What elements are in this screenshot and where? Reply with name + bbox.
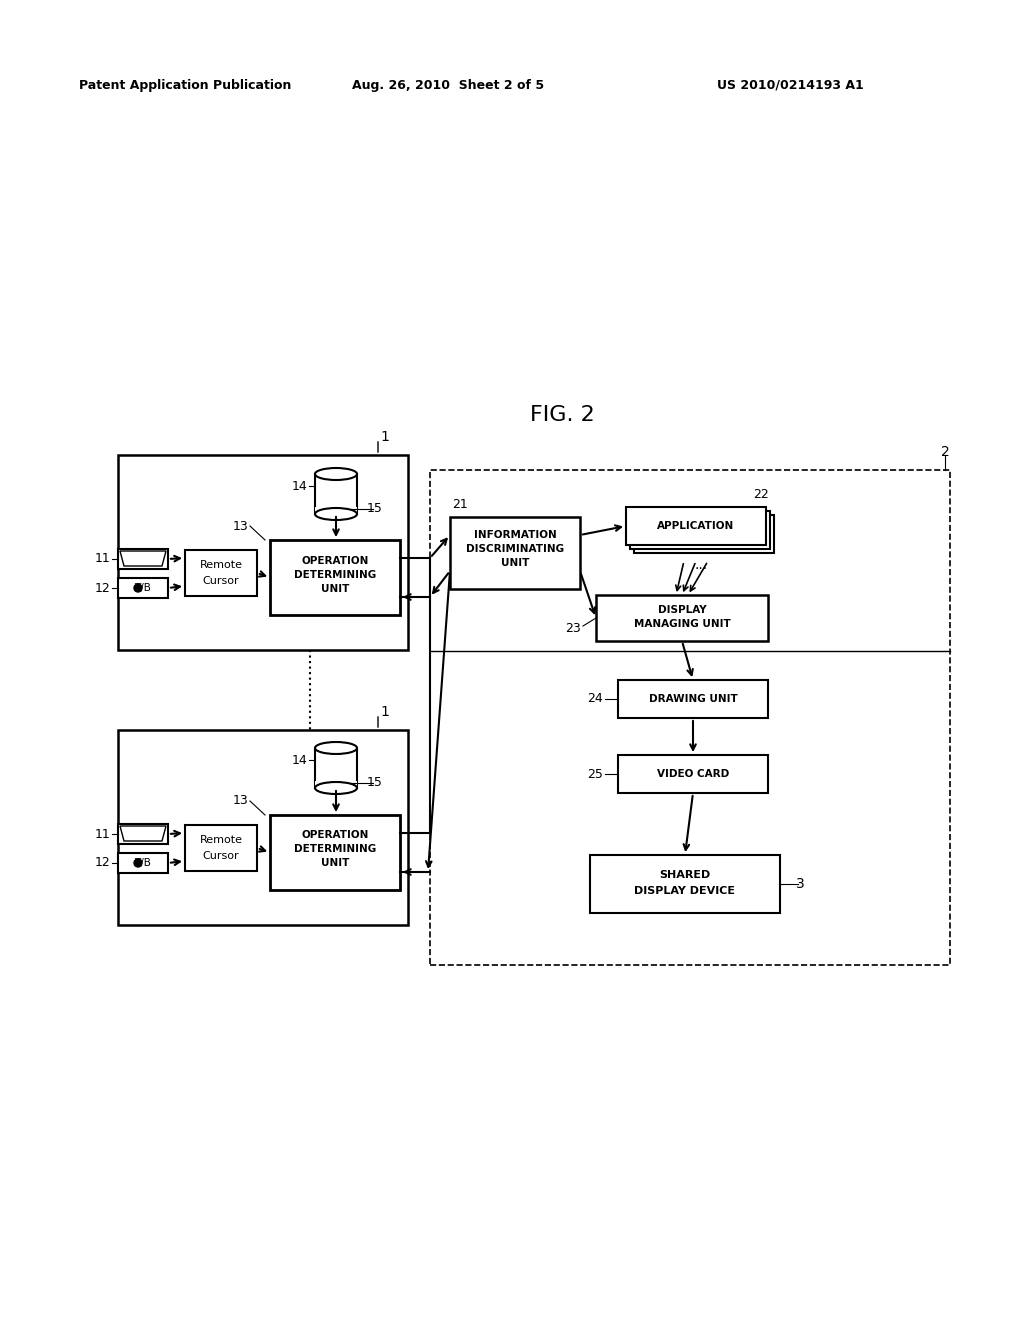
Bar: [118, 824, 168, 843]
Bar: [596, 595, 768, 642]
Text: UNIT: UNIT: [501, 558, 529, 568]
Bar: [630, 511, 770, 549]
Bar: [118, 853, 168, 873]
Bar: [185, 825, 257, 871]
Text: OPERATION: OPERATION: [301, 830, 369, 841]
Bar: [118, 549, 168, 569]
Text: INFORMATION: INFORMATION: [474, 531, 556, 540]
Text: DETERMINING: DETERMINING: [294, 845, 376, 854]
Text: 13: 13: [232, 795, 248, 808]
Text: 21: 21: [453, 499, 468, 511]
Circle shape: [134, 583, 142, 591]
Text: VIDEO CARD: VIDEO CARD: [656, 770, 729, 779]
Text: 13: 13: [232, 520, 248, 532]
Text: 2: 2: [941, 445, 949, 459]
Text: 11: 11: [94, 553, 110, 565]
Text: UNIT: UNIT: [321, 858, 349, 869]
Bar: [270, 814, 400, 890]
Ellipse shape: [315, 781, 357, 795]
Text: 15: 15: [367, 776, 383, 789]
Bar: [634, 515, 774, 553]
Bar: [430, 470, 950, 965]
Bar: [315, 507, 357, 513]
Polygon shape: [120, 550, 166, 566]
Text: 11: 11: [94, 828, 110, 841]
Text: DISPLAY DEVICE: DISPLAY DEVICE: [635, 886, 735, 896]
Text: DISPLAY: DISPLAY: [657, 605, 707, 615]
Text: T/B: T/B: [134, 858, 152, 869]
Bar: [315, 781, 357, 787]
Text: 3: 3: [796, 876, 805, 891]
Bar: [315, 748, 357, 788]
Text: T/B: T/B: [134, 583, 152, 593]
Text: FIG. 2: FIG. 2: [530, 405, 595, 425]
Bar: [450, 517, 580, 589]
Bar: [185, 550, 257, 597]
Bar: [590, 855, 780, 913]
Circle shape: [134, 859, 142, 867]
Bar: [315, 474, 357, 513]
Bar: [118, 455, 408, 649]
Bar: [618, 680, 768, 718]
Text: ...: ...: [694, 558, 708, 572]
Text: 12: 12: [94, 582, 110, 594]
Text: DISCRIMINATING: DISCRIMINATING: [466, 544, 564, 554]
Text: 15: 15: [367, 503, 383, 516]
Bar: [626, 507, 766, 545]
Text: 25: 25: [587, 767, 603, 780]
Bar: [618, 755, 768, 793]
Text: 22: 22: [753, 488, 769, 502]
Text: Remote: Remote: [200, 836, 243, 845]
Text: 1: 1: [381, 430, 389, 444]
Text: Aug. 26, 2010  Sheet 2 of 5: Aug. 26, 2010 Sheet 2 of 5: [352, 78, 544, 91]
Bar: [270, 540, 400, 615]
Ellipse shape: [315, 742, 357, 754]
Ellipse shape: [315, 508, 357, 520]
Text: DETERMINING: DETERMINING: [294, 569, 376, 579]
Polygon shape: [120, 826, 166, 841]
Ellipse shape: [315, 469, 357, 480]
Text: 14: 14: [291, 754, 307, 767]
Bar: [118, 730, 408, 925]
Text: Cursor: Cursor: [203, 851, 240, 861]
Text: Remote: Remote: [200, 560, 243, 570]
Text: 23: 23: [565, 622, 581, 635]
Text: SHARED: SHARED: [659, 870, 711, 880]
Text: DRAWING UNIT: DRAWING UNIT: [648, 694, 737, 704]
Text: US 2010/0214193 A1: US 2010/0214193 A1: [717, 78, 863, 91]
Text: 14: 14: [291, 479, 307, 492]
Text: MANAGING UNIT: MANAGING UNIT: [634, 619, 730, 630]
Text: 24: 24: [587, 693, 603, 705]
Text: Patent Application Publication: Patent Application Publication: [79, 78, 291, 91]
Text: 1: 1: [381, 705, 389, 719]
Text: UNIT: UNIT: [321, 583, 349, 594]
Bar: [118, 578, 168, 598]
Text: APPLICATION: APPLICATION: [657, 521, 734, 531]
Text: Cursor: Cursor: [203, 576, 240, 586]
Text: 12: 12: [94, 857, 110, 870]
Text: OPERATION: OPERATION: [301, 556, 369, 565]
